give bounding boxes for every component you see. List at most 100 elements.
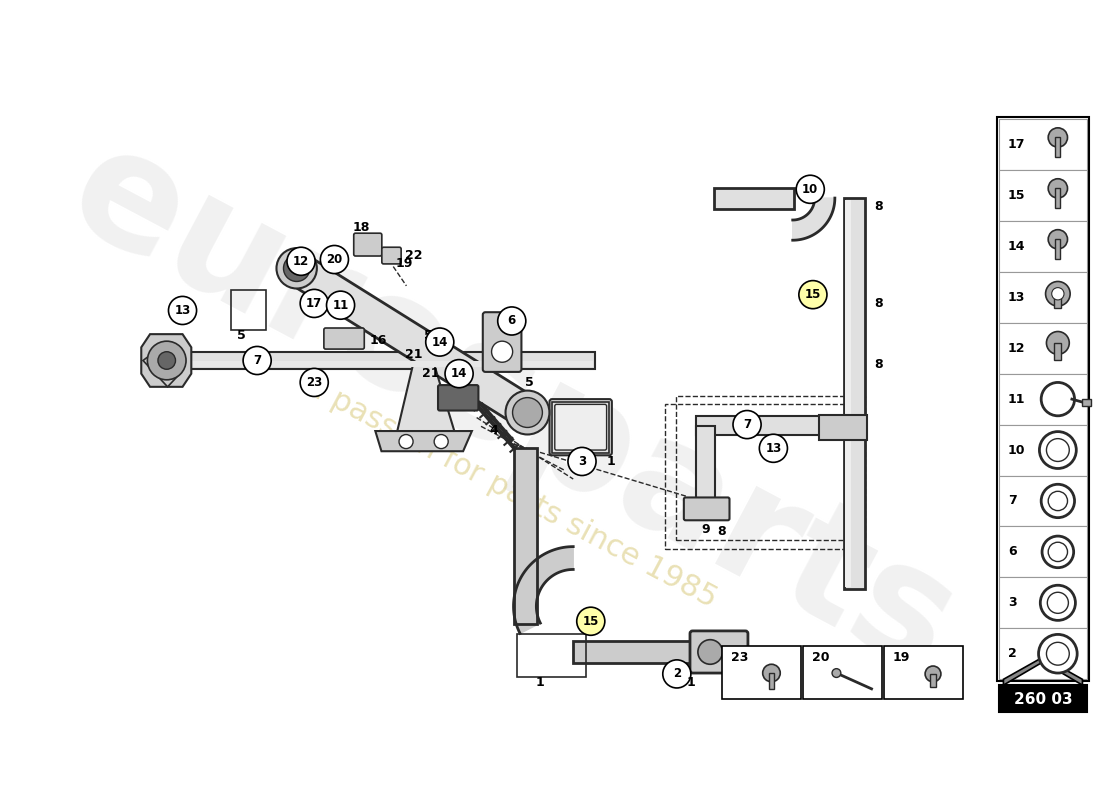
Circle shape	[663, 660, 691, 688]
Text: 12: 12	[293, 254, 309, 268]
Circle shape	[733, 410, 761, 438]
Bar	[844, 198, 865, 589]
Bar	[931, 674, 936, 687]
Text: 8: 8	[874, 297, 883, 310]
Bar	[820, 415, 867, 439]
Circle shape	[276, 248, 317, 289]
Text: 11: 11	[332, 298, 349, 312]
Circle shape	[1040, 432, 1076, 469]
Circle shape	[492, 341, 513, 362]
Circle shape	[1048, 230, 1067, 249]
Circle shape	[1041, 586, 1076, 620]
Circle shape	[1048, 128, 1067, 147]
Polygon shape	[288, 254, 537, 426]
Bar	[999, 526, 1087, 578]
Text: 23: 23	[306, 376, 322, 389]
Bar	[1055, 239, 1060, 258]
Bar	[1055, 189, 1060, 208]
Bar	[999, 374, 1087, 425]
Bar	[189, 362, 593, 366]
Bar	[1054, 292, 1062, 308]
Circle shape	[796, 175, 824, 203]
Circle shape	[1046, 331, 1069, 354]
Text: 18: 18	[352, 221, 370, 234]
Text: 15: 15	[1008, 189, 1025, 202]
Text: 6: 6	[1008, 546, 1016, 558]
Circle shape	[697, 640, 723, 664]
Text: 3: 3	[1008, 596, 1016, 610]
Text: 14: 14	[451, 367, 468, 380]
Polygon shape	[397, 364, 454, 431]
Text: 2: 2	[1008, 647, 1016, 660]
Text: 14: 14	[1008, 240, 1025, 253]
Text: 4: 4	[490, 424, 498, 438]
Text: 12: 12	[1008, 342, 1025, 354]
Text: 5: 5	[424, 330, 432, 342]
Bar	[1054, 343, 1062, 361]
Text: 7: 7	[253, 354, 261, 367]
Bar	[803, 646, 882, 698]
Circle shape	[1048, 491, 1067, 510]
Text: 20: 20	[327, 253, 342, 266]
Text: 7: 7	[742, 418, 751, 431]
Text: 15: 15	[583, 614, 600, 628]
Circle shape	[327, 291, 354, 319]
Bar	[999, 272, 1087, 322]
Circle shape	[576, 607, 605, 635]
Text: 13: 13	[175, 304, 190, 317]
Text: 21: 21	[405, 348, 422, 361]
Circle shape	[1038, 634, 1077, 673]
Text: 5: 5	[236, 330, 245, 342]
Bar	[714, 187, 794, 209]
Bar	[552, 402, 609, 453]
Polygon shape	[1003, 657, 1082, 685]
Bar	[517, 634, 585, 677]
Text: 1: 1	[606, 455, 615, 468]
Text: 19: 19	[396, 257, 414, 270]
Circle shape	[399, 434, 414, 449]
Text: 19: 19	[893, 651, 910, 664]
Circle shape	[284, 255, 310, 282]
Circle shape	[320, 246, 349, 274]
Text: 8: 8	[874, 358, 883, 371]
Text: 21: 21	[422, 367, 440, 380]
FancyBboxPatch shape	[354, 233, 382, 256]
Polygon shape	[793, 198, 835, 240]
Circle shape	[1042, 382, 1075, 416]
FancyBboxPatch shape	[550, 399, 612, 455]
Bar	[999, 475, 1087, 526]
Circle shape	[426, 328, 454, 356]
Bar	[1055, 138, 1060, 157]
Bar	[846, 200, 850, 587]
Bar	[999, 322, 1087, 374]
Text: 13: 13	[766, 442, 781, 454]
Bar	[696, 416, 824, 435]
Circle shape	[1048, 542, 1067, 562]
Circle shape	[300, 290, 328, 318]
Text: 7: 7	[1008, 494, 1016, 507]
Text: 1: 1	[536, 676, 544, 690]
Bar	[999, 170, 1087, 221]
Circle shape	[1046, 282, 1070, 306]
Circle shape	[832, 669, 840, 678]
Circle shape	[446, 360, 473, 388]
Circle shape	[168, 297, 197, 325]
Bar	[675, 396, 865, 541]
Text: 15: 15	[805, 288, 821, 301]
Text: 8: 8	[874, 200, 883, 214]
Circle shape	[1046, 642, 1069, 665]
Text: 9: 9	[702, 523, 711, 537]
Bar	[998, 118, 1089, 681]
Circle shape	[1042, 484, 1075, 518]
Text: 13: 13	[1008, 290, 1025, 304]
Circle shape	[1052, 288, 1064, 300]
Text: 1: 1	[686, 676, 695, 690]
Polygon shape	[141, 334, 191, 387]
Bar	[769, 673, 774, 689]
Text: 11: 11	[1008, 393, 1025, 406]
Text: 22: 22	[405, 249, 422, 262]
Text: 5: 5	[525, 376, 533, 389]
Bar	[231, 290, 266, 330]
Text: 14: 14	[431, 335, 448, 349]
Circle shape	[434, 434, 448, 449]
